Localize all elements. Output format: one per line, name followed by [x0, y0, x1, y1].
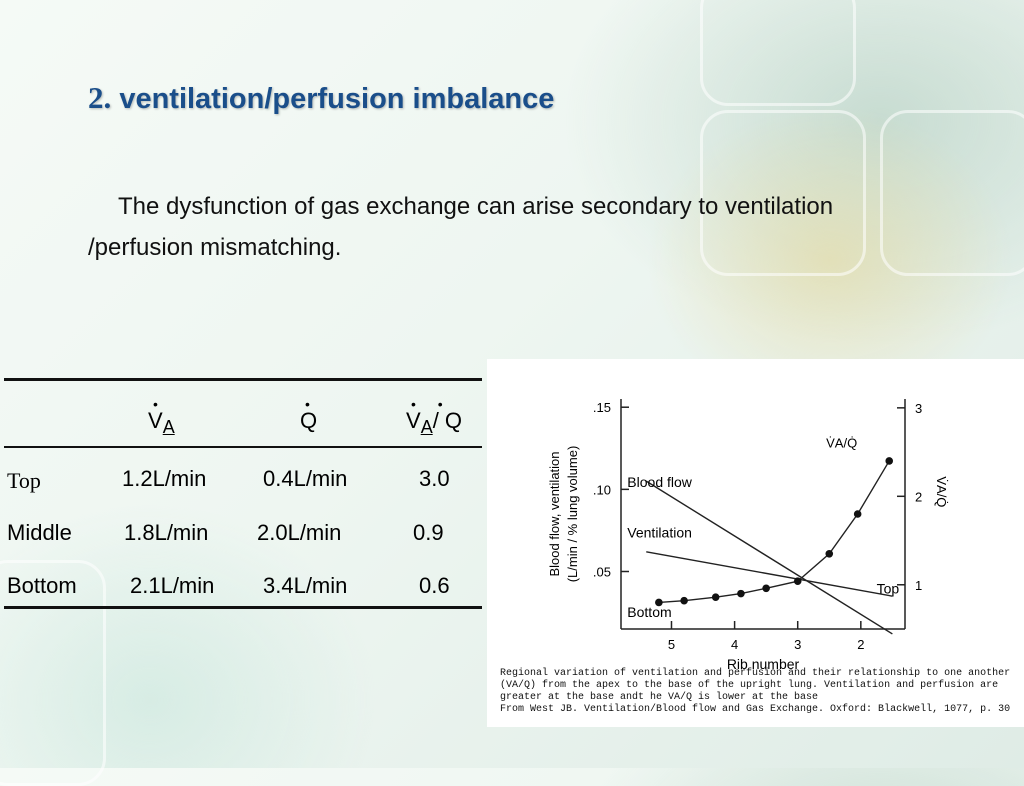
- caption-line: (VA/Q) from the apex to the base of the …: [500, 680, 999, 691]
- vq-ratio-point: [762, 584, 770, 593]
- decorative-frame: [880, 110, 1024, 276]
- table-header-rule: [4, 446, 482, 448]
- header-va-subscript: A: [162, 417, 175, 437]
- title-text: ventilation/perfusion imbalance: [119, 83, 555, 115]
- vq-curve-label: V̇A/Q̇: [826, 436, 857, 451]
- intro-paragraph: The dysfunction of gas exchange can aris…: [88, 186, 978, 268]
- header-va: VA: [148, 396, 175, 438]
- slide-title: 2. ventilation/perfusion imbalance: [88, 80, 554, 116]
- table-bottom-rule: [4, 606, 482, 609]
- row-bottom-va: 2.1L/min: [130, 573, 215, 598]
- row-middle-va: 1.8L/min: [124, 520, 209, 545]
- ventilation-label: Ventilation: [627, 524, 692, 540]
- header-ratio-subscript: A: [420, 417, 433, 437]
- intro-line-1: The dysfunction of gas exchange can aris…: [118, 193, 834, 220]
- x-tick-label: 3: [794, 637, 801, 652]
- table-top-rule: [4, 378, 482, 381]
- y-right-tick-label: 1: [915, 578, 922, 593]
- y-axis-label-line1: Blood flow, ventilation: [547, 451, 562, 576]
- vq-ratio-point: [655, 598, 663, 607]
- y-left-tick-label: .10: [593, 482, 611, 497]
- vq-figure: .05 .10 .15 1 2 3 5 4 3 2 Rib number Blood flow, ve…: [487, 359, 1024, 727]
- y-right-tick-label: 3: [915, 401, 922, 416]
- header-q: Q: [300, 396, 317, 434]
- row-top-ratio: 3.0: [419, 466, 450, 491]
- header-ratio-v: V: [406, 396, 421, 434]
- series-line-2: [658, 460, 890, 604]
- header-q-symbol: Q: [300, 396, 317, 434]
- row-bottom-q: 3.4L/min: [263, 573, 348, 598]
- row-middle-q: 2.0L/min: [257, 520, 342, 545]
- y-left-tick-label: .05: [593, 565, 611, 580]
- vq-ratio-point: [825, 550, 834, 558]
- annotation-top: Top: [877, 581, 900, 597]
- y-right-tick-label: 2: [915, 489, 922, 504]
- annotation-bottom: Bottom: [627, 604, 671, 620]
- caption-line: Regional variation of ventilation and pe…: [500, 668, 1011, 679]
- row-middle-ratio: 0.9: [413, 520, 444, 545]
- title-number: 2.: [88, 80, 112, 115]
- decorative-frame: [700, 0, 856, 106]
- header-ratio: VA/ Q: [406, 396, 462, 438]
- vq-ratio-point: [711, 593, 720, 601]
- y-axis-label-line2: (L/min / % lung volume): [565, 446, 580, 583]
- y-axis-right-label: V̇A/Q̇: [934, 476, 949, 507]
- x-tick-label: 5: [668, 637, 675, 652]
- header-ratio-q: / Q: [433, 396, 462, 434]
- series-line-0: [645, 480, 893, 635]
- figure-caption: Regional variation of ventilation and pe…: [500, 668, 1022, 716]
- x-tick-label: 2: [857, 637, 864, 652]
- vq-chart: .05 .10 .15 1 2 3 5 4 3 2 Rib number Blood flow, ve…: [547, 399, 949, 669]
- row-bottom-region: Bottom: [7, 573, 77, 598]
- caption-line: greater at the base andt he VA/Q is lowe…: [500, 692, 819, 703]
- y-left-tick-label: .15: [593, 400, 611, 415]
- vq-ratio-point: [680, 596, 688, 605]
- x-axis-label: Rib number: [727, 656, 800, 669]
- blood-flow-label: Blood flow: [627, 474, 692, 490]
- decorative-frame: [700, 110, 866, 276]
- row-top-va: 1.2L/min: [122, 466, 207, 491]
- vq-ratio-point: [793, 577, 802, 586]
- vq-ratio-point: [737, 589, 745, 598]
- row-top-region: Top: [7, 468, 41, 493]
- row-top-q: 0.4L/min: [263, 466, 348, 491]
- vq-ratio-point: [853, 510, 862, 518]
- caption-line: From West JB. Ventilation/Blood flow and…: [500, 704, 1011, 715]
- row-bottom-ratio: 0.6: [419, 573, 450, 598]
- row-middle-region: Middle: [7, 520, 72, 545]
- vq-table: VA Q VA/ Q Top 1.2L/min 0.4L/min 3.0 Mid…: [0, 378, 482, 610]
- series-line-1: [646, 551, 893, 597]
- header-va-symbol: V: [148, 396, 163, 434]
- x-tick-label: 4: [731, 637, 738, 652]
- intro-line-2: /perfusion mismatching.: [88, 234, 342, 261]
- vq-ratio-point: [885, 457, 894, 465]
